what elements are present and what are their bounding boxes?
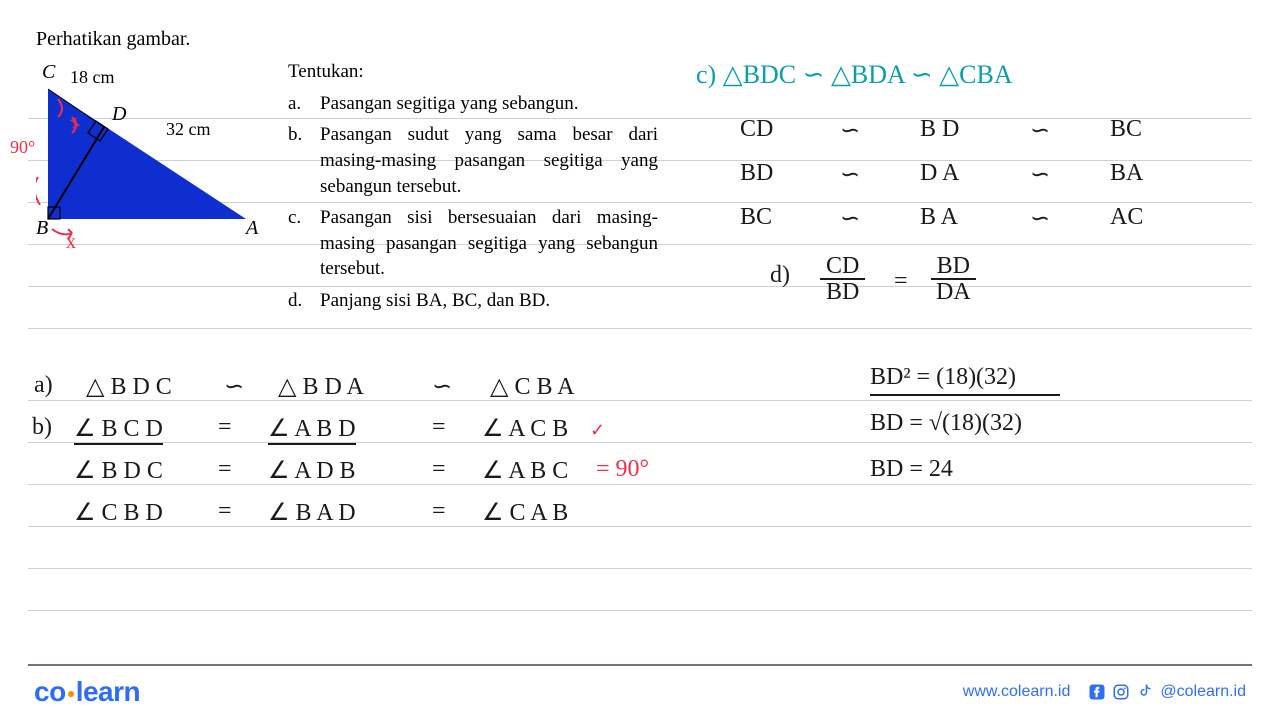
hw-c2-s1: ∽	[840, 160, 860, 189]
hw-b1-l: ∠ B C D	[74, 414, 163, 445]
hw-c3-s2: ∽	[1030, 204, 1050, 233]
hw-b1-r: ∠ A C B	[482, 414, 568, 443]
hw-d-label: d)	[770, 262, 790, 289]
footer-right: www.colearn.id @colearn.id	[963, 683, 1246, 701]
hw-c3-m: B A	[920, 204, 958, 231]
item-b: b.Pasangan sudut yang sama besar dari ma…	[288, 122, 658, 199]
brand-logo: colearn	[34, 676, 140, 708]
hw-b2-extra: = 90°	[596, 456, 649, 483]
hw-c2-l: BD	[740, 160, 773, 187]
hw-c1-r: BC	[1110, 116, 1142, 143]
annot-x-bottom: x	[66, 231, 76, 254]
hw-c1-s1: ∽	[840, 116, 860, 145]
hw-a-t2: △ B D A	[278, 372, 364, 401]
edge-cd-label: 18 cm	[70, 67, 115, 88]
hw-c1-l: CD	[740, 116, 773, 143]
hw-d-fracl: CDBD	[820, 254, 865, 304]
page: Perhatikan gambar.	[0, 0, 1280, 720]
hw-b3-m: ∠ B A D	[268, 498, 356, 527]
problem-block: Perhatikan gambar.	[36, 28, 676, 320]
item-a: a.Pasangan segitiga yang sebangun.	[288, 91, 658, 117]
hw-c2-s2: ∽	[1030, 160, 1050, 189]
footer-url: www.colearn.id	[963, 683, 1071, 701]
hw-d-step2: BD = √(18)(32)	[870, 410, 1022, 437]
vertex-b: B	[36, 217, 48, 240]
vertex-a: A	[246, 217, 258, 240]
hw-d-eq: =	[894, 268, 908, 295]
facebook-icon	[1088, 683, 1106, 701]
tiktok-icon	[1136, 683, 1154, 701]
hw-c3-r: AC	[1110, 204, 1143, 231]
annot-ninety: 90°	[10, 137, 35, 158]
hw-b3-l: ∠ C B D	[74, 498, 163, 527]
hw-b2-eq1: =	[218, 456, 232, 483]
hw-b1-eq1: =	[218, 414, 232, 441]
hw-b1-eq2: =	[432, 414, 446, 441]
instagram-icon	[1112, 683, 1130, 701]
hw-d-underline	[870, 394, 1060, 396]
hw-c1-s2: ∽	[1030, 116, 1050, 145]
triangle-figure: C D B A 18 cm 32 cm 90° x x	[36, 59, 266, 249]
hw-b3-eq1: =	[218, 498, 232, 525]
hw-b3-r: ∠ C A B	[482, 498, 568, 527]
vertex-d: D	[112, 103, 126, 126]
hw-b2-l: ∠ B D C	[74, 456, 163, 485]
hw-b1-tick: ✓	[590, 420, 605, 441]
vertex-c: C	[42, 61, 55, 84]
footer-handle: @colearn.id	[1160, 683, 1246, 701]
dot-icon	[68, 691, 74, 697]
hw-b2-eq2: =	[432, 456, 446, 483]
hw-c-header: c) △BDC ∽ △BDA ∽ △CBA	[696, 60, 1013, 90]
prompt: Tentukan: a.Pasangan segitiga yang seban…	[288, 59, 658, 320]
footer: colearn www.colearn.id @colearn.id	[0, 676, 1280, 708]
determine-label: Tentukan:	[288, 59, 658, 85]
item-c: c.Pasangan sisi bersesuaian dari masing-…	[288, 205, 658, 282]
hw-a-t3: △ C B A	[490, 372, 574, 401]
hw-b1-m: ∠ A B D	[268, 414, 356, 445]
hw-c2-m: D A	[920, 160, 959, 187]
hw-d-fracr: BDDA	[930, 254, 977, 304]
hw-b2-r: ∠ A B C	[482, 456, 568, 485]
hw-b3-eq2: =	[432, 498, 446, 525]
hw-c2-r: BA	[1110, 160, 1143, 187]
hw-c3-l: BC	[740, 204, 772, 231]
hw-a-label: a)	[34, 372, 53, 399]
hw-d-step3: BD = 24	[870, 456, 953, 483]
hw-a-t1: △ B D C	[86, 372, 172, 401]
hw-a-sim2: ∽	[432, 372, 452, 401]
hw-c3-s1: ∽	[840, 204, 860, 233]
hw-c1-m: B D	[920, 116, 959, 143]
hw-b-label: b)	[32, 414, 52, 441]
hw-b2-m: ∠ A D B	[268, 456, 356, 485]
edge-da-label: 32 cm	[166, 119, 211, 140]
problem-title: Perhatikan gambar.	[36, 28, 676, 51]
item-d: d.Panjang sisi BA, BC, dan BD.	[288, 288, 658, 314]
hw-a-sim1: ∽	[224, 372, 244, 401]
hw-d-step1: BD² = (18)(32)	[870, 364, 1016, 391]
